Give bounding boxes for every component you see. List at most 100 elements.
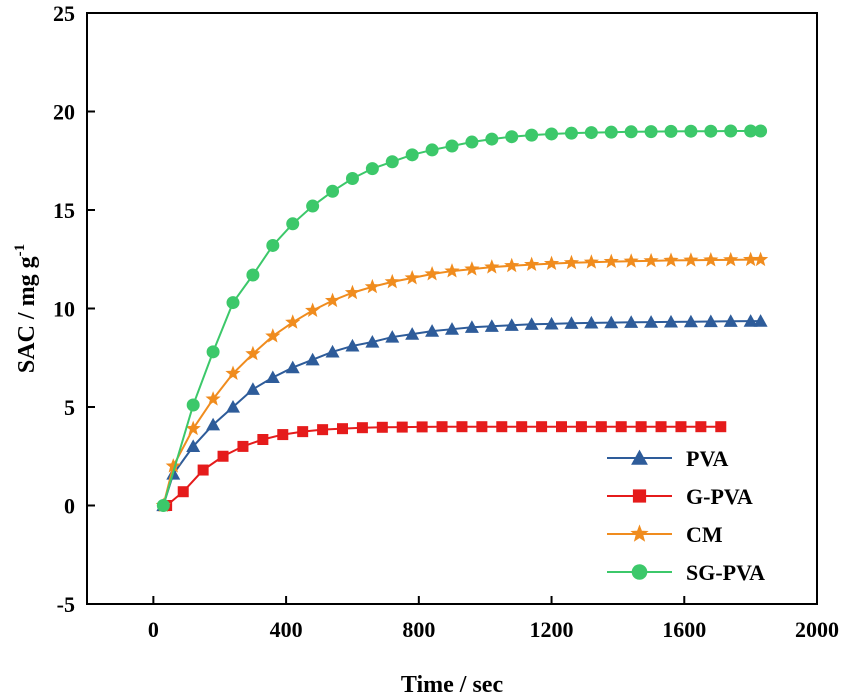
x-tick-label: 400 — [270, 617, 303, 642]
legend-marker-sg-pva — [631, 564, 648, 580]
legend-marker-cm — [630, 524, 649, 542]
data-point-pva — [683, 314, 698, 328]
data-point-sg-pva — [704, 124, 718, 138]
legend-item-cm: CM — [607, 522, 723, 547]
data-point-pva — [484, 319, 499, 332]
x-tick-label: 1600 — [662, 617, 706, 642]
data-point-cm — [603, 253, 619, 269]
data-point-pva — [206, 417, 221, 431]
data-point-cm — [245, 345, 261, 361]
data-point-cm — [364, 278, 380, 294]
data-point-cm — [424, 266, 440, 281]
data-point-pva — [544, 316, 559, 330]
data-point-cm — [583, 254, 599, 269]
data-point-g-pva — [317, 424, 329, 436]
y-axis-title-main: SAC / mg g — [14, 256, 40, 373]
data-point-g-pva — [436, 421, 448, 433]
x-tick-label: 0 — [148, 617, 159, 642]
data-point-g-pva — [456, 421, 468, 433]
data-point-g-pva — [376, 421, 388, 433]
data-point-g-pva — [337, 423, 348, 435]
data-point-sg-pva — [684, 124, 698, 138]
data-point-cm — [165, 458, 181, 473]
data-point-pva — [325, 344, 340, 358]
data-point-cm — [504, 257, 520, 273]
data-point-cm — [444, 263, 460, 278]
data-point-g-pva — [197, 464, 209, 476]
data-point-g-pva — [177, 486, 189, 498]
data-point-cm — [524, 256, 540, 272]
data-point-pva — [425, 324, 440, 337]
x-tick-label: 1200 — [530, 617, 574, 642]
data-point-sg-pva — [525, 128, 539, 142]
legend-item-g-pva: G-PVA — [607, 484, 753, 509]
data-point-pva — [753, 314, 768, 327]
series-pva — [156, 314, 768, 512]
data-point-pva — [265, 370, 280, 384]
data-point-sg-pva — [326, 184, 340, 198]
data-point-cm — [285, 314, 301, 329]
data-point-g-pva — [575, 421, 587, 433]
data-point-sg-pva — [604, 125, 618, 139]
data-point-g-pva — [476, 421, 488, 433]
data-point-cm — [185, 420, 201, 436]
series-sg-pva — [156, 124, 768, 512]
data-point-cm — [703, 252, 719, 267]
data-point-pva — [504, 318, 519, 331]
data-point-cm — [265, 328, 281, 343]
data-point-pva — [445, 322, 459, 335]
data-point-pva — [624, 315, 639, 328]
data-point-sg-pva — [744, 124, 758, 138]
data-point-g-pva — [715, 421, 727, 433]
data-point-pva — [604, 315, 619, 329]
data-point-sg-pva — [345, 171, 359, 185]
data-point-pva — [564, 316, 579, 329]
y-tick-label: 20 — [53, 100, 75, 125]
data-point-sg-pva — [246, 268, 260, 282]
data-point-g-pva — [217, 450, 229, 462]
data-point-sg-pva — [405, 148, 419, 162]
data-point-g-pva — [635, 421, 647, 433]
data-point-pva — [285, 360, 300, 374]
data-point-sg-pva — [664, 124, 678, 138]
data-point-cm — [225, 365, 241, 380]
data-point-g-pva — [655, 421, 667, 433]
data-point-g-pva — [595, 421, 607, 433]
data-point-g-pva — [556, 421, 567, 433]
data-point-sg-pva — [306, 199, 320, 213]
data-point-cm — [723, 251, 739, 267]
data-point-cm — [683, 252, 699, 267]
series-layer — [155, 124, 769, 512]
data-point-cm — [663, 252, 679, 267]
data-point-pva — [644, 315, 659, 328]
data-point-sg-pva — [445, 139, 459, 153]
legend-label-pva: PVA — [686, 446, 728, 471]
data-point-sg-pva — [465, 135, 479, 149]
data-point-cm — [743, 251, 759, 267]
data-point-pva — [345, 338, 360, 352]
y-axis-title-superscript: -1 — [12, 244, 28, 257]
data-point-cm — [484, 259, 500, 274]
legend-item-pva: PVA — [607, 446, 728, 471]
data-point-g-pva — [416, 421, 428, 433]
data-point-sg-pva — [564, 126, 578, 140]
data-point-g-pva — [536, 421, 548, 433]
data-point-sg-pva — [584, 126, 598, 140]
data-point-cm — [205, 391, 221, 406]
data-point-cm — [305, 302, 321, 317]
data-point-cm — [563, 254, 580, 270]
data-point-sg-pva — [186, 398, 200, 412]
data-point-pva — [464, 320, 479, 333]
data-point-g-pva — [257, 434, 269, 446]
data-point-g-pva — [396, 421, 408, 433]
x-axis-title: Time / sec — [401, 672, 504, 697]
data-point-g-pva — [297, 426, 309, 438]
data-point-cm — [404, 269, 420, 285]
data-point-pva — [305, 352, 320, 366]
data-point-g-pva — [516, 421, 528, 433]
y-tick-label: 25 — [53, 1, 75, 26]
data-point-cm — [643, 252, 659, 268]
legend: PVA G-PVA CM SG-PVA — [607, 446, 765, 585]
data-point-g-pva — [615, 421, 627, 433]
